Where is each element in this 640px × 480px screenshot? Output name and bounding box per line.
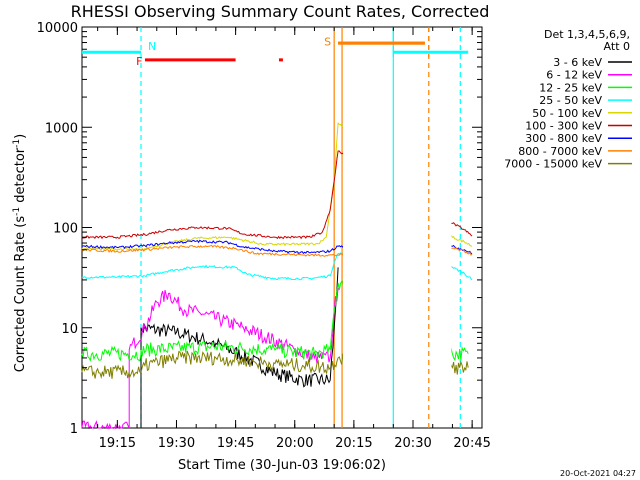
x-tick-label: 19:15 bbox=[99, 436, 136, 451]
legend-entry-label: 25 - 50 keV bbox=[539, 94, 602, 107]
legend-entry-label: 12 - 25 keV bbox=[539, 81, 602, 94]
y-tick-label: 10000 bbox=[37, 21, 78, 36]
flag-annotation-f: F bbox=[136, 55, 142, 68]
legend-entry-label: 7000 - 15000 keV bbox=[504, 158, 602, 171]
y-tick-label: 1 bbox=[70, 422, 78, 437]
y-tick-label: 100 bbox=[53, 222, 78, 237]
y-axis-label-part: Corrected Count Rate (s bbox=[13, 216, 28, 373]
y-axis-label-part: detector bbox=[13, 147, 28, 207]
legend-entry-label: 100 - 300 keV bbox=[525, 120, 602, 133]
y-axis-label-part: ) bbox=[13, 134, 28, 139]
legend-entry-label: 50 - 100 keV bbox=[532, 107, 602, 120]
y-tick-label: 10 bbox=[61, 322, 78, 337]
data-gap-mask bbox=[343, 57, 452, 427]
flag-annotations: FN S bbox=[136, 36, 331, 68]
footer-timestamp: 20-Oct-2021 04:27 bbox=[560, 469, 636, 478]
legend-entry-label: 3 - 6 keV bbox=[553, 56, 602, 69]
legend-entry-label: 800 - 7000 keV bbox=[518, 145, 602, 158]
x-tick-label: 19:30 bbox=[158, 436, 195, 451]
legend-header-line: Att 0 bbox=[604, 40, 630, 53]
series-line bbox=[81, 287, 339, 430]
x-tick-label: 20:15 bbox=[335, 436, 372, 451]
y-tick-label: 1000 bbox=[45, 121, 78, 136]
x-axis-ticks: 19:15 19:30 19:45 20:00 20:15 20:30 20:45 bbox=[97, 27, 491, 451]
series-lines bbox=[81, 27, 473, 430]
x-axis-label: Start Time (30-Jun-03 19:06:02) bbox=[178, 458, 386, 473]
y-axis-label-superscript: -1 bbox=[12, 207, 22, 216]
legend-entry-label: 6 - 12 keV bbox=[546, 69, 602, 82]
flag-annotation-s: S bbox=[324, 36, 331, 49]
legend-header-line: Det 1,3,4,5,6,9, bbox=[544, 28, 630, 41]
legend-entry-label: 300 - 800 keV bbox=[525, 132, 602, 145]
x-tick-label: 20:30 bbox=[394, 436, 431, 451]
y-axis-label-superscript: -1 bbox=[12, 139, 22, 148]
y-axis-label: Corrected Count Rate (s-1 detector-1) bbox=[12, 134, 28, 372]
y-axis-ticks: 1 10 100 1000 10000 bbox=[37, 21, 482, 437]
x-tick-label: 20:00 bbox=[276, 436, 313, 451]
series-line bbox=[140, 267, 339, 428]
x-tick-label: 20:45 bbox=[453, 436, 490, 451]
chart-title: RHESSI Observing Summary Count Rates, Co… bbox=[71, 2, 490, 21]
x-tick-label: 19:45 bbox=[217, 436, 254, 451]
flag-annotation-n: N bbox=[148, 40, 156, 53]
